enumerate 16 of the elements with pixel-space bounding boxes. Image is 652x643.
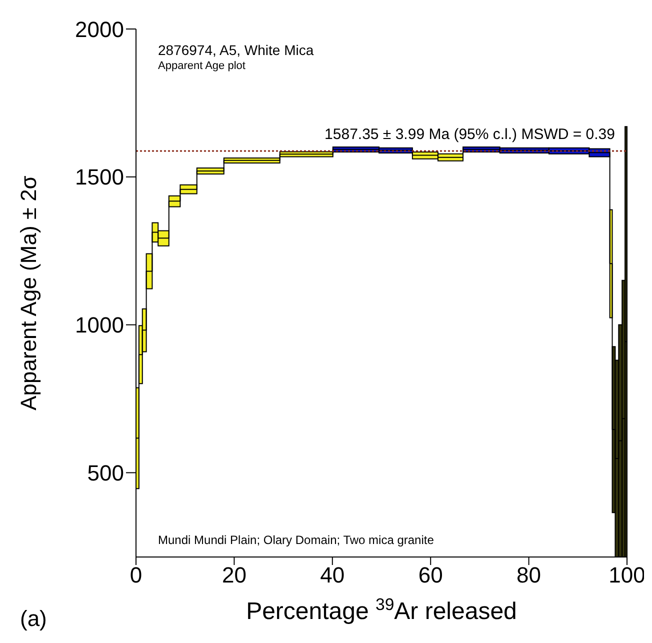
text: (a): [20, 606, 47, 632]
text: 2876974, A5, White Mica: [158, 42, 314, 58]
x-axis-title: Percentage $^{39}$Ar released: [246, 594, 517, 625]
y-tick-label: 1000: [75, 312, 124, 338]
x-tick-label: 80: [516, 562, 542, 588]
x-tick-label: 20: [222, 562, 246, 588]
annotation: Mundi Mundi Plain; Olary Domain; Two mica granite: [158, 533, 434, 547]
x-tick-label: 60: [418, 562, 443, 588]
y-tick-label: 2000: [75, 16, 124, 42]
y-tick-label: 500: [87, 460, 124, 486]
x-tick-label: 0: [130, 562, 142, 588]
text: Apparent Age plot: [158, 60, 246, 72]
y-tick-label: 1500: [75, 164, 124, 190]
x-tick-label: 40: [320, 562, 345, 588]
y-axis-title: Apparent Age (Ma) ± 2σ: [16, 175, 41, 410]
ref-line-label: 1587.35 ± 3.99 Ma (95% c.l.) MSWD = 0.39: [324, 126, 615, 144]
